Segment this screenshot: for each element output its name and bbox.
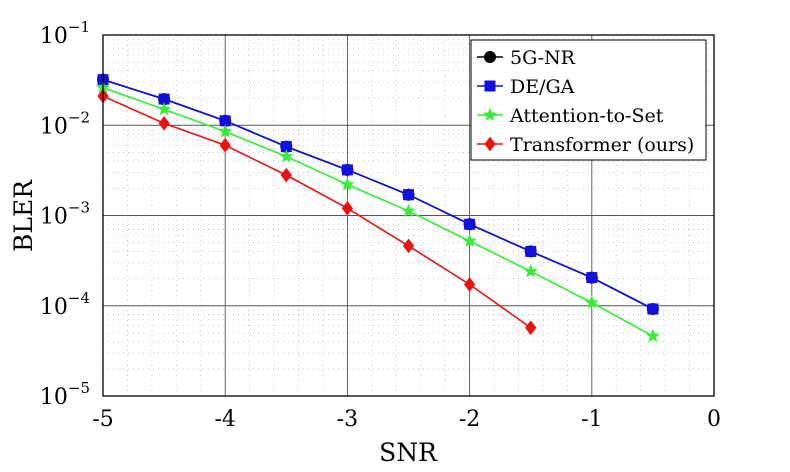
data-point (158, 116, 170, 131)
data-point (584, 295, 599, 309)
data-point (523, 264, 538, 278)
data-point (647, 303, 659, 315)
x-tick-label: -5 (92, 407, 113, 432)
legend-label: DE/GA (510, 76, 575, 98)
series-layer (96, 73, 660, 343)
y-axis-label: BLER (9, 179, 38, 252)
x-tick-label: -1 (581, 407, 602, 432)
legend-label: 5G-NR (510, 47, 576, 69)
data-point (403, 189, 414, 201)
series-line (102, 78, 654, 310)
series-line (102, 87, 654, 337)
x-tick-label: 0 (707, 407, 721, 432)
data-point (525, 320, 537, 336)
x-tick-label: -4 (214, 407, 235, 432)
data-point (218, 124, 233, 138)
legend-label: Attention-to-Set (509, 105, 664, 127)
data-point (401, 203, 416, 217)
data-point (464, 218, 476, 230)
x-tick-label: -2 (459, 407, 480, 432)
data-point (462, 233, 477, 248)
plot-frame (102, 34, 715, 397)
y-tick-labels: 10−1 10−2 10−3 10−4 10−5 (40, 18, 90, 410)
data-point (219, 137, 231, 153)
x-tick-label: -3 (337, 407, 358, 432)
data-point (341, 201, 354, 216)
data-point (341, 164, 353, 176)
y-tick-label: 10−2 (40, 108, 90, 139)
major-grid (103, 35, 714, 396)
legend-marker (484, 80, 496, 92)
data-point (280, 167, 292, 183)
y-tick-label: 10−5 (40, 379, 90, 410)
data-point (525, 245, 537, 257)
data-point (279, 149, 294, 163)
legend-label: Transformer (ours) (510, 134, 694, 156)
data-point (402, 238, 415, 254)
data-point (157, 102, 172, 116)
y-tick-label: 10−3 (40, 199, 90, 230)
data-point (586, 272, 598, 284)
y-tick-label: 10−1 (40, 18, 90, 49)
legend-box (470, 39, 707, 161)
x-axis-label: SNR (379, 438, 438, 467)
y-tick-label: 10−4 (40, 289, 90, 320)
legend-marker (483, 107, 497, 121)
legend: 5G-NR DE/GA Attention-to-Set Transformer (o… (470, 39, 707, 161)
x-tick-labels: -5 -4 -3 -2 -1 0 (92, 407, 721, 432)
series-line (102, 95, 532, 329)
data-point (340, 177, 355, 191)
data-point (645, 328, 660, 343)
series-3 (97, 88, 537, 336)
data-point (463, 277, 476, 292)
legend-marker (484, 136, 496, 152)
legend-marker (484, 51, 496, 63)
